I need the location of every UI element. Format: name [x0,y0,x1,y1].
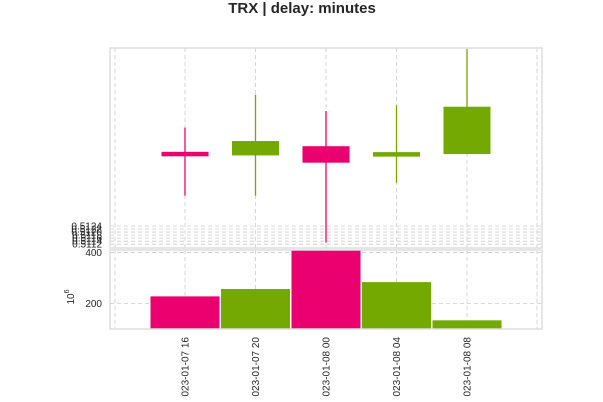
x-tick-label: 023-01-08 08 [463,337,474,397]
price-panel-frame [109,47,543,249]
price-tick-label: 0.5116 [72,234,102,245]
price-tick-label: 0.5122 [71,225,102,236]
candle-body [161,151,209,157]
volume-bar [362,282,431,329]
candles [161,49,491,243]
volume-tick-label: 400 [85,248,102,259]
x-axis-labels: 023-01-07 16 023-01-07 20 023-01-08 00 023-… [181,337,474,397]
price-tick-label: 0.5112 [72,240,102,251]
volume-panel: 200 400 106 [64,248,543,330]
volume-scale-exponent: 6 [64,289,71,293]
volume-bar [150,296,220,329]
volume-panel-frame [109,249,543,330]
x-tick-label: 023-01-07 20 [251,337,262,397]
volume-axis-ticks: 200 400 [85,248,102,310]
candle-body [443,106,491,155]
price-panel: 0.51120.51140.51160.51180.51200.51220.51… [71,47,543,251]
volume-bars [150,250,502,329]
volume-bar [291,250,361,329]
price-tick-label: 0.5118 [72,231,102,242]
volume-bar [221,288,290,329]
candle-body [302,146,350,163]
x-tick-label: 023-01-07 16 [181,337,192,397]
volume-tick-label: 200 [85,299,102,310]
price-tick-label: 0.5114 [72,237,102,248]
volume-scale-label: 106 [64,289,77,304]
price-axis-ticks: 0.51120.51140.51160.51180.51200.51220.51… [71,221,102,250]
candle-body [373,152,420,157]
x-tick-label: 023-01-08 04 [392,337,403,397]
volume-bar [432,320,502,329]
price-tick-label: 0.5124 [71,221,102,232]
x-tick-label: 023-01-08 00 [322,337,333,397]
price-tick-label: 0.5120 [71,228,102,239]
chart-title: TRX | delay: minutes [228,0,376,17]
candle-body [232,141,279,156]
